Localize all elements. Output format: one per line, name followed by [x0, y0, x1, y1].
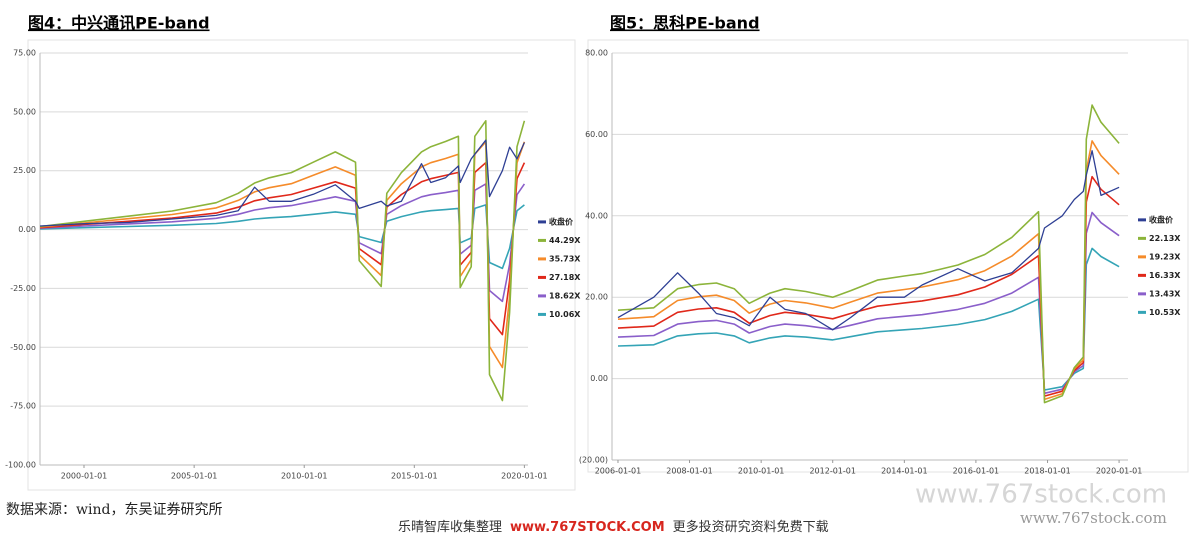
footer-text: 乐晴智库收集整理 — [398, 519, 502, 534]
legend-label: 13.43X — [1149, 289, 1181, 298]
x-tick-label: 2016-01-01 — [953, 467, 1000, 476]
chart-frame — [587, 39, 1189, 473]
x-tick-label: 2020-01-01 — [501, 472, 548, 481]
y-tick-label: 75.00 — [13, 49, 36, 58]
legend-label: 收盘价 — [1149, 214, 1174, 224]
legend-label: 10.53X — [1149, 308, 1181, 317]
y-tick-label: 0.00 — [590, 374, 608, 383]
series-line — [39, 161, 526, 336]
legend-label: 44.29X — [549, 236, 581, 245]
x-tick-label: 2015-01-01 — [391, 472, 438, 481]
chart-frame — [27, 39, 576, 491]
y-tick-label: 60.00 — [585, 130, 608, 139]
legend-label: 22.13X — [1149, 234, 1181, 243]
footer-url: www.767STOCK.COM — [510, 520, 665, 534]
x-tick-label: 2020-01-01 — [1096, 467, 1143, 476]
y-tick-label: (20.00) — [579, 456, 608, 465]
x-tick-label: 2005-01-01 — [171, 472, 218, 481]
series-line — [617, 175, 1120, 397]
legend-label: 10.06X — [549, 310, 581, 319]
legend-label: 收盘价 — [549, 216, 574, 226]
chart-title: 图4：中兴通讯PE-band — [28, 14, 210, 33]
x-tick-label: 2010-01-01 — [738, 467, 785, 476]
series-line — [39, 120, 526, 402]
legend-label: 35.73X — [549, 254, 581, 263]
x-tick-label: 2012-01-01 — [809, 467, 856, 476]
x-tick-label: 2010-01-01 — [281, 472, 328, 481]
y-tick-label: -25.00 — [10, 284, 36, 293]
series-line — [39, 141, 526, 369]
y-tick-label: 0.00 — [18, 225, 36, 234]
y-tick-label: -50.00 — [10, 343, 36, 352]
legend-label: 16.33X — [1149, 271, 1181, 280]
watermark: www.767stock.com — [915, 480, 1167, 510]
series-line — [617, 211, 1120, 395]
y-tick-label: -100.00 — [5, 461, 36, 470]
legend-label: 18.62X — [549, 291, 581, 300]
series-line — [617, 140, 1120, 401]
series-line — [617, 247, 1120, 391]
source: 数据来源：wind，东吴证券研究所 — [6, 502, 222, 518]
chart-title: 图5：思科PE-band — [610, 14, 760, 33]
x-tick-label: 2018-01-01 — [1024, 467, 1071, 476]
x-tick-label: 2014-01-01 — [881, 467, 928, 476]
legend-label: 19.23X — [1149, 252, 1181, 261]
series-line — [39, 204, 525, 270]
series-line — [617, 150, 1120, 331]
series-line — [39, 139, 525, 227]
y-tick-label: -75.00 — [10, 402, 36, 411]
footer: 乐晴智库收集整理 www.767STOCK.COM 更多投资研究资料免费下载 — [398, 519, 829, 534]
y-tick-label: 25.00 — [13, 166, 36, 175]
legend-label: 27.18X — [549, 273, 581, 282]
y-tick-label: 80.00 — [585, 49, 608, 58]
x-tick-label: 2000-01-01 — [61, 472, 108, 481]
y-tick-label: 50.00 — [13, 107, 36, 116]
watermark: www.767stock.com — [1020, 509, 1167, 527]
y-tick-label: 40.00 — [585, 211, 608, 220]
footer-text: 更多投资研究资料免费下载 — [673, 519, 829, 534]
y-tick-label: 20.00 — [585, 293, 608, 302]
x-tick-label: 2006-01-01 — [595, 467, 642, 476]
series-line — [617, 104, 1120, 404]
x-tick-label: 2008-01-01 — [666, 467, 713, 476]
